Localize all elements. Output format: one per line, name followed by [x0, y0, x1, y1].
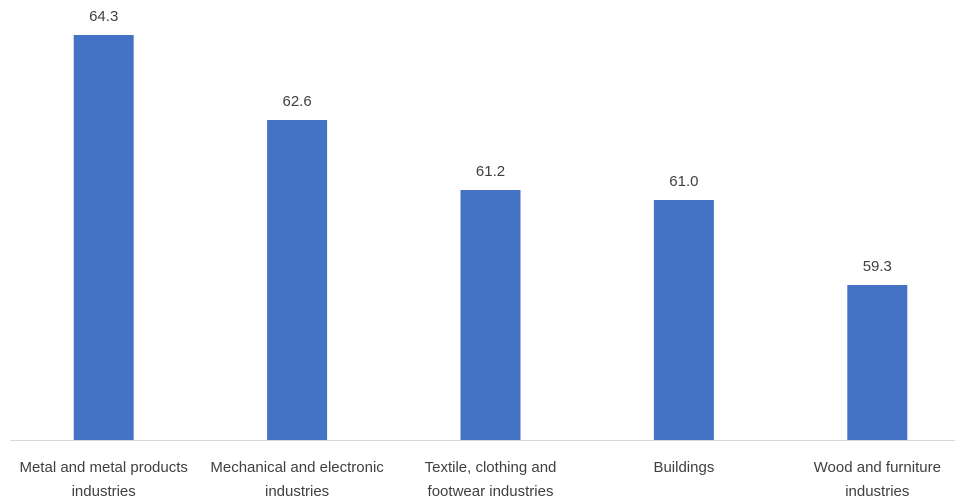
x-tick-label: Mechanical and electronic industries — [210, 459, 384, 500]
x-tick-label: Wood and furniture industries — [813, 459, 941, 500]
bar — [460, 190, 521, 440]
x-tick-label: Buildings — [653, 459, 715, 476]
bar — [267, 120, 328, 440]
bar — [653, 200, 714, 440]
data-label: 61.0 — [669, 173, 698, 190]
data-label: 61.2 — [476, 163, 505, 180]
data-label: 64.3 — [89, 8, 118, 25]
data-label: 62.6 — [282, 93, 311, 110]
data-label: 59.3 — [863, 258, 892, 275]
bar — [73, 35, 134, 440]
x-tick-label: Metal and metal products industries — [19, 459, 188, 500]
x-tick-label: Textile, clothing and footwear industrie… — [424, 459, 557, 500]
bar — [847, 285, 908, 440]
